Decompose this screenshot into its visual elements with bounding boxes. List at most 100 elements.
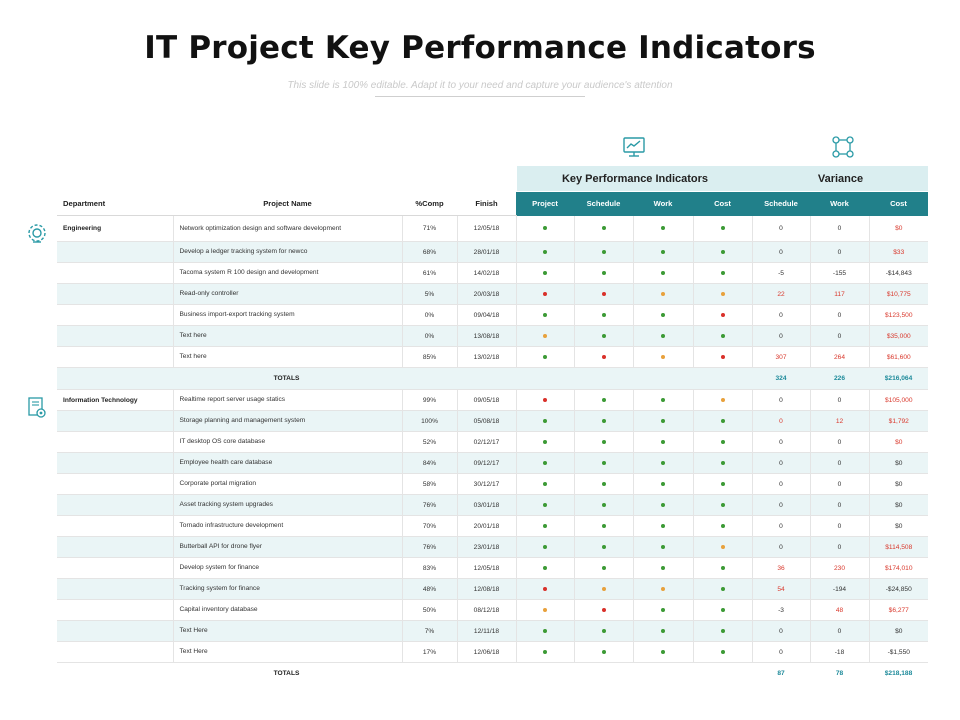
variance-schedule-cell: -5 — [751, 262, 810, 284]
kpi-schedule-cell — [573, 431, 633, 453]
status-dot-green — [543, 249, 547, 254]
variance-schedule-cell: 0 — [751, 536, 810, 558]
status-dot-green — [661, 544, 665, 549]
table-row: Information Technology Realtime report se… — [57, 389, 928, 411]
variance-work-cell: 0 — [809, 515, 869, 537]
kpi-cost-cell — [692, 241, 752, 263]
variance-schedule-cell: 54 — [751, 578, 810, 600]
col-var-work: Work — [810, 192, 869, 216]
variance-work-cell: -155 — [809, 262, 869, 284]
comp-cell: 17% — [401, 641, 457, 663]
variance-cost-cell: $123,500 — [868, 304, 928, 326]
status-dot-green — [661, 649, 665, 654]
kpi-project-cell — [515, 515, 574, 537]
variance-cost-cell: $6,277 — [868, 599, 928, 621]
kpi-schedule-cell — [573, 578, 633, 600]
kpi-project-cell — [515, 304, 574, 326]
comp-cell: 5% — [401, 283, 457, 305]
variance-schedule-cell: 0 — [751, 473, 810, 495]
status-dot-amber — [661, 291, 665, 296]
totals-schedule: 324 — [752, 367, 810, 390]
kpi-cost-cell — [692, 557, 752, 579]
table-row: Text here 85% 13/02/18 307 264 $61,600 — [57, 346, 928, 368]
department-cell — [57, 410, 173, 432]
finish-cell: 09/12/17 — [456, 452, 516, 474]
comp-cell: 58% — [401, 473, 457, 495]
table-row: Capital inventory database 50% 08/12/18 -3 4… — [57, 599, 928, 621]
department-cell — [57, 346, 173, 368]
variance-cost-cell: $35,000 — [868, 325, 928, 347]
kpi-cost-cell — [692, 215, 752, 242]
comp-cell: 99% — [401, 389, 457, 411]
table-row: Business import-export tracking system 0%… — [57, 304, 928, 326]
project-name-cell: Realtime report server usage statics — [172, 389, 402, 411]
kpi-work-cell — [632, 452, 693, 474]
variance-cost-cell: $0 — [868, 620, 928, 642]
status-dot-green — [543, 565, 547, 570]
kpi-cost-cell — [692, 325, 752, 347]
table-row: Tacoma system R 100 design and developme… — [57, 262, 928, 284]
variance-work-cell: 0 — [809, 536, 869, 558]
status-dot-green — [720, 565, 725, 570]
kpi-schedule-cell — [573, 410, 633, 432]
status-dot-green — [720, 628, 725, 633]
status-dot-green — [601, 544, 606, 549]
totals-cost: $216,064 — [869, 367, 928, 390]
kpi-work-cell — [632, 473, 693, 495]
comp-cell: 68% — [401, 241, 457, 263]
status-dot-amber — [601, 586, 606, 591]
subtitle-divider — [375, 96, 585, 97]
table-row: Text Here 17% 12/06/18 0 -18 -$1,550 — [57, 641, 928, 663]
kpi-variance-band: Key Performance Indicators Variance — [517, 166, 928, 191]
col-kpi-work: Work — [633, 192, 693, 216]
finish-cell: 12/05/18 — [456, 215, 516, 242]
col-kpi-project: Project — [516, 192, 574, 216]
department-cell — [57, 620, 173, 642]
department-cell — [57, 473, 173, 495]
kpi-work-cell — [632, 389, 693, 411]
finish-cell: 20/03/18 — [456, 283, 516, 305]
variance-work-cell: 0 — [809, 494, 869, 516]
kpi-project-cell — [515, 620, 574, 642]
status-dot-green — [661, 333, 665, 338]
variance-work-cell: 0 — [809, 304, 869, 326]
project-name-cell: Read-only controller — [172, 283, 402, 305]
totals-label: TOTALS — [57, 662, 516, 684]
variance-work-cell: 0 — [809, 241, 869, 263]
status-dot-green — [601, 565, 606, 570]
status-dot-green — [601, 418, 606, 423]
status-dot-green — [661, 225, 665, 230]
kpi-schedule-cell — [573, 262, 633, 284]
totals-work: 226 — [810, 367, 869, 390]
variance-schedule-cell: 0 — [751, 620, 810, 642]
kpi-cost-cell — [692, 452, 752, 474]
comp-cell: 76% — [401, 494, 457, 516]
variance-cost-cell: $10,775 — [868, 283, 928, 305]
variance-cost-cell: -$1,550 — [868, 641, 928, 663]
kpi-cost-cell — [692, 536, 752, 558]
table-row: Engineering Network optimization design a… — [57, 215, 928, 242]
project-name-cell: Storage planning and management system — [172, 410, 402, 432]
finish-cell: 12/05/18 — [456, 557, 516, 579]
status-dot-amber — [720, 544, 725, 549]
totals-work: 78 — [810, 662, 869, 684]
table-row: Tornado infrastructure development 70% 20/… — [57, 515, 928, 537]
variance-schedule-cell: -3 — [751, 599, 810, 621]
kpi-band-label: Key Performance Indicators — [561, 172, 709, 185]
kpi-schedule-cell — [573, 620, 633, 642]
kpi-cost-cell — [692, 431, 752, 453]
status-dot-green — [720, 249, 725, 254]
variance-schedule-cell: 36 — [751, 557, 810, 579]
project-name-cell: Develop a ledger tracking system for new… — [172, 241, 402, 263]
finish-cell: 12/08/18 — [456, 578, 516, 600]
kpi-schedule-cell — [573, 346, 633, 368]
status-dot-green — [720, 225, 725, 230]
department-cell: Engineering — [57, 215, 173, 242]
kpi-project-cell — [515, 578, 574, 600]
variance-schedule-cell: 0 — [751, 515, 810, 537]
totals-schedule: 87 — [752, 662, 810, 684]
department-cell — [57, 283, 173, 305]
finish-cell: 20/01/18 — [456, 515, 516, 537]
finish-cell: 14/02/18 — [456, 262, 516, 284]
variance-work-cell: 264 — [809, 346, 869, 368]
